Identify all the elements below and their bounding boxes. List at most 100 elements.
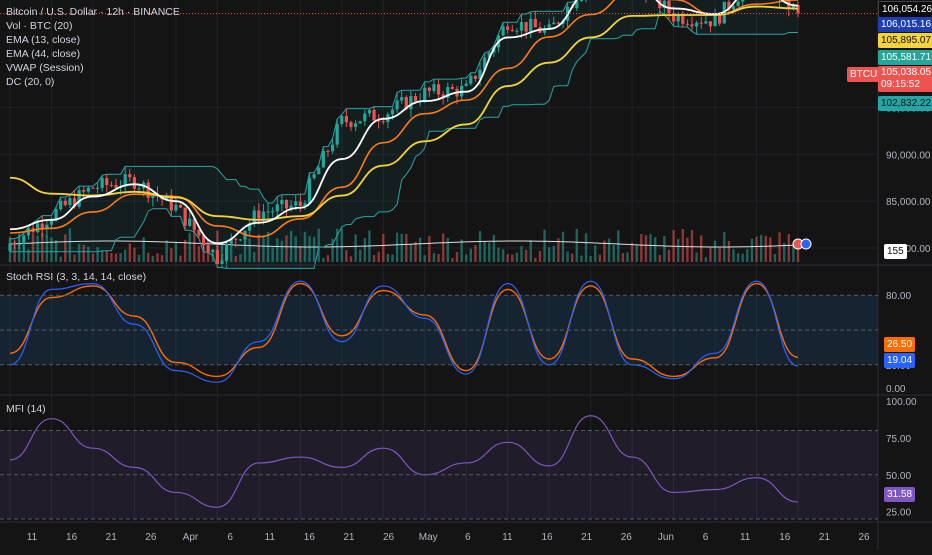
candle-body[interactable] xyxy=(137,188,140,189)
candle-body[interactable] xyxy=(8,243,11,250)
candle-body[interactable] xyxy=(704,21,707,23)
candle-body[interactable] xyxy=(216,250,219,264)
candle-body[interactable] xyxy=(395,100,398,109)
candle-body[interactable] xyxy=(372,110,375,121)
candle-body[interactable] xyxy=(82,190,85,192)
candle-body[interactable] xyxy=(133,177,136,188)
candle-body[interactable] xyxy=(331,145,334,152)
candle-body[interactable] xyxy=(349,122,352,127)
candle-body[interactable] xyxy=(741,0,744,1)
candle-body[interactable] xyxy=(22,235,25,244)
candle-body[interactable] xyxy=(174,205,177,211)
candle-body[interactable] xyxy=(713,14,716,26)
candle-body[interactable] xyxy=(437,84,440,94)
candle-body[interactable] xyxy=(225,243,228,260)
candle-body[interactable] xyxy=(354,123,357,127)
candle-body[interactable] xyxy=(253,211,256,224)
candle-body[interactable] xyxy=(681,15,684,24)
candle-body[interactable] xyxy=(220,261,223,264)
candle-body[interactable] xyxy=(276,204,279,211)
candle-body[interactable] xyxy=(239,239,242,240)
candle-body[interactable] xyxy=(234,239,237,240)
candle-body[interactable] xyxy=(340,116,343,124)
candle-body[interactable] xyxy=(266,211,269,212)
candle-body[interactable] xyxy=(501,26,504,35)
candle-body[interactable] xyxy=(525,22,528,32)
candle-body[interactable] xyxy=(96,188,99,189)
candle-body[interactable] xyxy=(382,121,385,122)
indicator-ema44[interactable]: EMA (44, close) xyxy=(6,47,180,61)
candle-body[interactable] xyxy=(308,178,311,203)
indicator-volume[interactable]: Vol · BTC (20) xyxy=(6,19,180,33)
candle-body[interactable] xyxy=(451,87,454,89)
candle-body[interactable] xyxy=(336,124,339,145)
candle-body[interactable] xyxy=(423,88,426,101)
candle-body[interactable] xyxy=(101,178,104,188)
candle-body[interactable] xyxy=(211,250,214,253)
candle-body[interactable] xyxy=(285,200,288,208)
candle-body[interactable] xyxy=(345,116,348,122)
candle-body[interactable] xyxy=(677,15,680,22)
indicator-donchian[interactable]: DC (20, 0) xyxy=(6,75,180,89)
candle-body[interactable] xyxy=(580,0,583,1)
candle-body[interactable] xyxy=(280,200,283,204)
candle-body[interactable] xyxy=(465,84,468,86)
candle-body[interactable] xyxy=(432,84,435,91)
candle-body[interactable] xyxy=(326,151,329,152)
candle-body[interactable] xyxy=(368,110,371,114)
candle-body[interactable] xyxy=(469,76,472,84)
indicator-ema13[interactable]: EMA (13, close) xyxy=(6,33,180,47)
candle-body[interactable] xyxy=(257,211,260,219)
candle-body[interactable] xyxy=(188,219,191,226)
candle-body[interactable] xyxy=(548,24,551,28)
candle-body[interactable] xyxy=(36,224,39,233)
candle-body[interactable] xyxy=(506,26,509,30)
candle-body[interactable] xyxy=(736,1,739,6)
candle-body[interactable] xyxy=(520,22,523,31)
candle-body[interactable] xyxy=(552,23,555,25)
candle-body[interactable] xyxy=(690,24,693,26)
candle-body[interactable] xyxy=(391,110,394,115)
candle-body[interactable] xyxy=(18,244,21,245)
candle-body[interactable] xyxy=(474,76,477,79)
candle-body[interactable] xyxy=(13,243,16,244)
indicator-vwap[interactable]: VWAP (Session) xyxy=(6,61,180,75)
candle-body[interactable] xyxy=(557,23,560,24)
candle-body[interactable] xyxy=(299,202,302,206)
candle-body[interactable] xyxy=(400,97,403,100)
event-marker[interactable] xyxy=(801,239,811,249)
candle-body[interactable] xyxy=(414,96,417,101)
candle-body[interactable] xyxy=(262,212,265,219)
candle-body[interactable] xyxy=(686,24,689,25)
candle-body[interactable] xyxy=(271,211,274,212)
candle-body[interactable] xyxy=(294,202,297,206)
candle-body[interactable] xyxy=(78,190,81,207)
candle-body[interactable] xyxy=(147,183,150,198)
candle-body[interactable] xyxy=(50,220,53,224)
candle-body[interactable] xyxy=(110,185,113,186)
candle-body[interactable] xyxy=(179,205,182,208)
candle-body[interactable] xyxy=(732,6,735,9)
symbol-title[interactable]: Bitcoin / U.S. Dollar · 12h · BINANCE xyxy=(6,5,180,19)
candle-body[interactable] xyxy=(534,19,537,27)
mfi-title[interactable]: MFI (14) xyxy=(6,402,46,416)
candle-body[interactable] xyxy=(428,88,431,91)
candle-body[interactable] xyxy=(87,188,90,192)
candle-body[interactable] xyxy=(64,201,67,205)
candle-body[interactable] xyxy=(105,178,108,185)
candle-body[interactable] xyxy=(700,23,703,24)
candle-body[interactable] xyxy=(207,245,210,252)
candle-body[interactable] xyxy=(709,21,712,26)
candle-body[interactable] xyxy=(184,208,187,226)
candle-body[interactable] xyxy=(409,96,412,109)
candle-body[interactable] xyxy=(322,151,325,168)
candle-body[interactable] xyxy=(363,113,366,121)
candle-body[interactable] xyxy=(511,30,514,31)
candle-body[interactable] xyxy=(515,31,518,32)
candle-body[interactable] xyxy=(68,198,71,205)
candle-body[interactable] xyxy=(91,188,94,189)
candle-body[interactable] xyxy=(128,174,131,177)
candle-body[interactable] xyxy=(317,167,320,174)
candle-body[interactable] xyxy=(529,19,532,32)
